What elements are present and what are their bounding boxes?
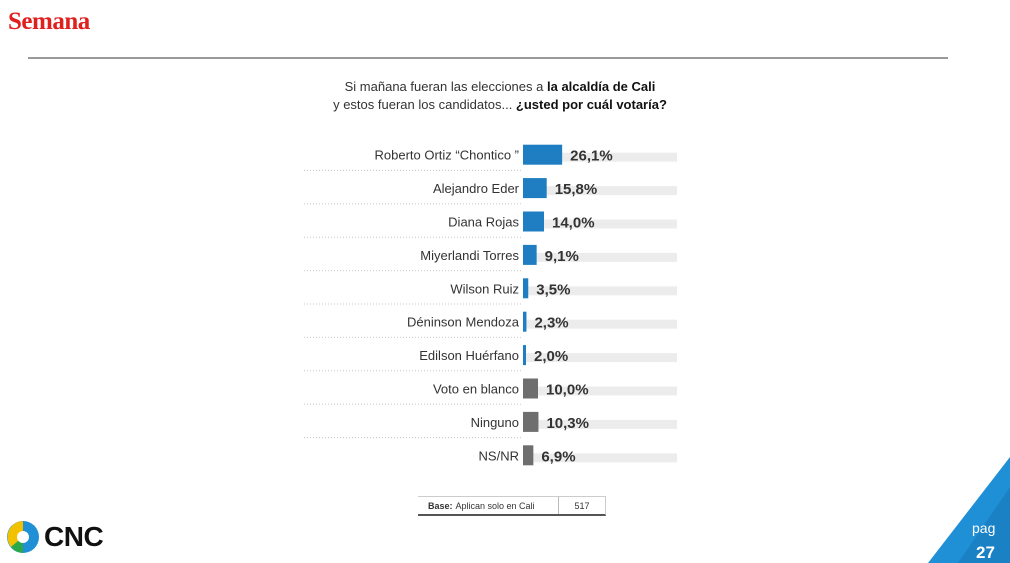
category-label: Edilson Huérfano [419, 348, 519, 363]
bar-track [523, 286, 677, 296]
bar-track [523, 152, 677, 162]
bar [523, 445, 534, 466]
bar [523, 278, 529, 299]
page-label: pag [972, 520, 996, 536]
value-label: 26,1% [570, 148, 613, 165]
bar-track [523, 186, 677, 196]
value-label: 10,3% [546, 415, 589, 432]
header-divider [28, 57, 948, 59]
value-label: 9,1% [545, 248, 579, 265]
value-label: 15,8% [555, 181, 598, 198]
chart-question: Si mañana fueran las elecciones a la alc… [250, 78, 750, 114]
bar-track [523, 419, 677, 429]
bar-track [523, 353, 677, 363]
category-label: Déninson Mendoza [407, 315, 520, 330]
cnc-circle-icon [7, 521, 39, 553]
category-label: Alejandro Eder [433, 181, 520, 196]
question-line2: y estos fueran los candidatos... ¿usted … [333, 97, 667, 112]
category-label: NS/NR [479, 448, 519, 463]
value-label: 3,5% [536, 281, 570, 298]
bar [523, 244, 537, 265]
category-label: Diana Rojas [448, 215, 519, 230]
base-label-bold: Base: [428, 500, 453, 511]
cnc-logo: CNC [6, 520, 104, 554]
bar-track [523, 319, 677, 329]
value-label: 14,0% [552, 215, 595, 232]
category-label: Wilson Ruiz [450, 281, 519, 296]
category-label: Voto en blanco [433, 382, 519, 397]
bar [523, 178, 547, 199]
base-box: Base: Aplican solo en Cali 517 [418, 496, 606, 516]
base-n: 517 [574, 500, 590, 511]
bar [523, 345, 526, 366]
semana-logo: Semana [8, 8, 90, 35]
bar [523, 211, 544, 232]
bar [523, 144, 563, 165]
page-number: 27 [976, 543, 995, 562]
category-label: Roberto Ortiz “Chontico ” [375, 148, 520, 163]
bar-track [523, 252, 677, 262]
bar [523, 411, 539, 432]
base-label: Aplican solo en Cali [455, 500, 535, 511]
cnc-logo-text: CNC [44, 521, 104, 552]
bar-track [523, 386, 677, 396]
value-label: 2,3% [534, 315, 568, 332]
value-label: 6,9% [541, 448, 575, 465]
bar [523, 311, 527, 332]
value-label: 2,0% [534, 348, 568, 365]
page-corner-decoration [928, 457, 1010, 563]
bar-track [523, 453, 677, 463]
value-label: 10,0% [546, 382, 589, 399]
category-label: Miyerlandi Torres [420, 248, 519, 263]
question-line1: Si mañana fueran las elecciones a la alc… [344, 79, 656, 94]
bar [523, 378, 538, 399]
category-label: Ninguno [471, 415, 519, 430]
bar-track [523, 219, 677, 229]
